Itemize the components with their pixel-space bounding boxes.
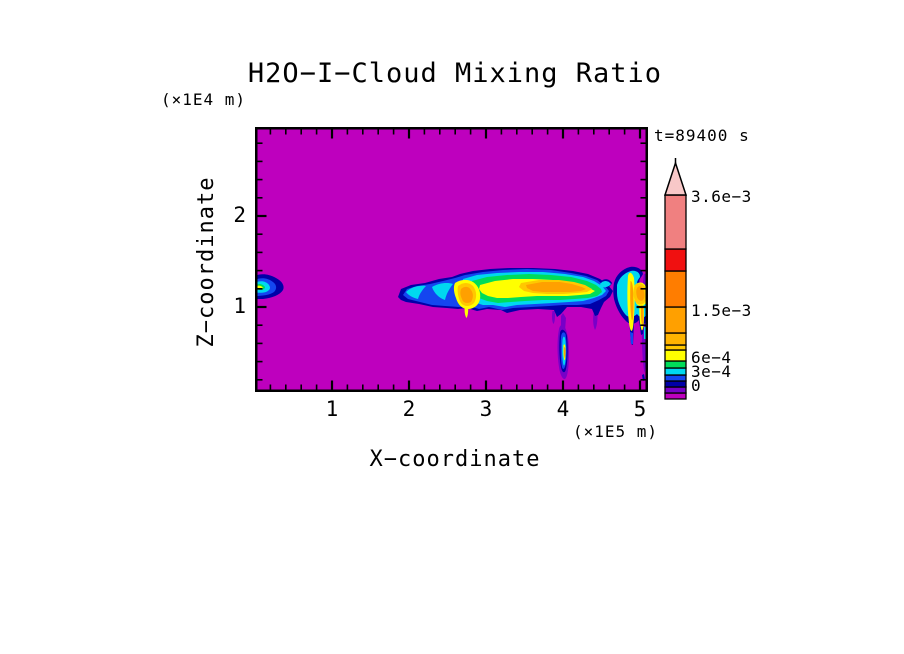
cloud-region-cyan (644, 327, 646, 339)
x-tick-label-4: 4 (556, 397, 570, 421)
cloud-region-violet (551, 311, 556, 324)
cloud-region-orange (630, 281, 634, 321)
cloud-region-cyan (406, 285, 426, 299)
cloud-region-orange (640, 305, 644, 327)
figure-title: H2O−I−Cloud Mixing Ratio (247, 58, 663, 89)
x-axis-title: X−coordinate (369, 447, 541, 472)
z-tick-label-2: 2 (233, 203, 246, 227)
colorbar-label-0.0003: 3e−4 (691, 362, 732, 381)
colorbar-segment-yellow (664, 349, 687, 362)
cloud-region-orange (636, 286, 645, 301)
z-axis-title: Z−coordinate (194, 176, 219, 348)
cloud-region-orange (460, 286, 473, 303)
cloud-region-cyan (600, 281, 611, 288)
cloud-region-yellow (257, 285, 263, 289)
cloud-region-blue (630, 332, 633, 344)
x-tick-label-1: 1 (325, 397, 339, 421)
colorbar-label-0.0036: 3.6e−3 (691, 187, 752, 206)
contour-plot-area (255, 127, 648, 392)
colorbar-segment-salmon (664, 194, 687, 250)
x-tick-label-5: 5 (633, 397, 647, 421)
colorbar-segment-amber (664, 332, 687, 346)
cloud-region-yellow (464, 305, 469, 318)
colorbar-segment-magenta (664, 392, 687, 400)
colorbar-overflow-arrow (663, 160, 688, 196)
colorbar-segment-gold (664, 344, 687, 351)
colorbar (663, 158, 688, 400)
colorbar-label-0.0015: 1.5e−3 (691, 301, 752, 320)
colorbar-label-0: 0 (691, 376, 702, 395)
colorbar-segment-cyan (664, 367, 687, 376)
colorbar-segment-dorange (664, 270, 687, 308)
z-axis-unit-label: (×1E4 m) (161, 90, 247, 109)
x-tick-label-2: 2 (402, 397, 416, 421)
colorbar-segment-violet (664, 386, 687, 394)
cloud-region-violet (561, 313, 566, 331)
cloud-region-orange (526, 282, 586, 292)
colorbar-segment-blue (664, 374, 687, 382)
colorbar-segment-green (664, 360, 687, 369)
time-stamp-label: t=89400 s (654, 126, 750, 145)
z-tick-label-1: 1 (233, 294, 246, 318)
colorbar-segment-orange (664, 306, 687, 334)
cloud-region-violet (593, 311, 598, 330)
colorbar-label-0.0006: 6e−4 (691, 348, 732, 367)
x-tick-label-3: 3 (479, 397, 493, 421)
cloud-region-cyan (432, 283, 453, 300)
x-axis-unit-label: (×1E5 m) (572, 422, 658, 441)
colorbar-segment-navy (664, 380, 687, 388)
colorbar-segment-red (664, 248, 687, 272)
cloud-region-orange (563, 347, 566, 359)
